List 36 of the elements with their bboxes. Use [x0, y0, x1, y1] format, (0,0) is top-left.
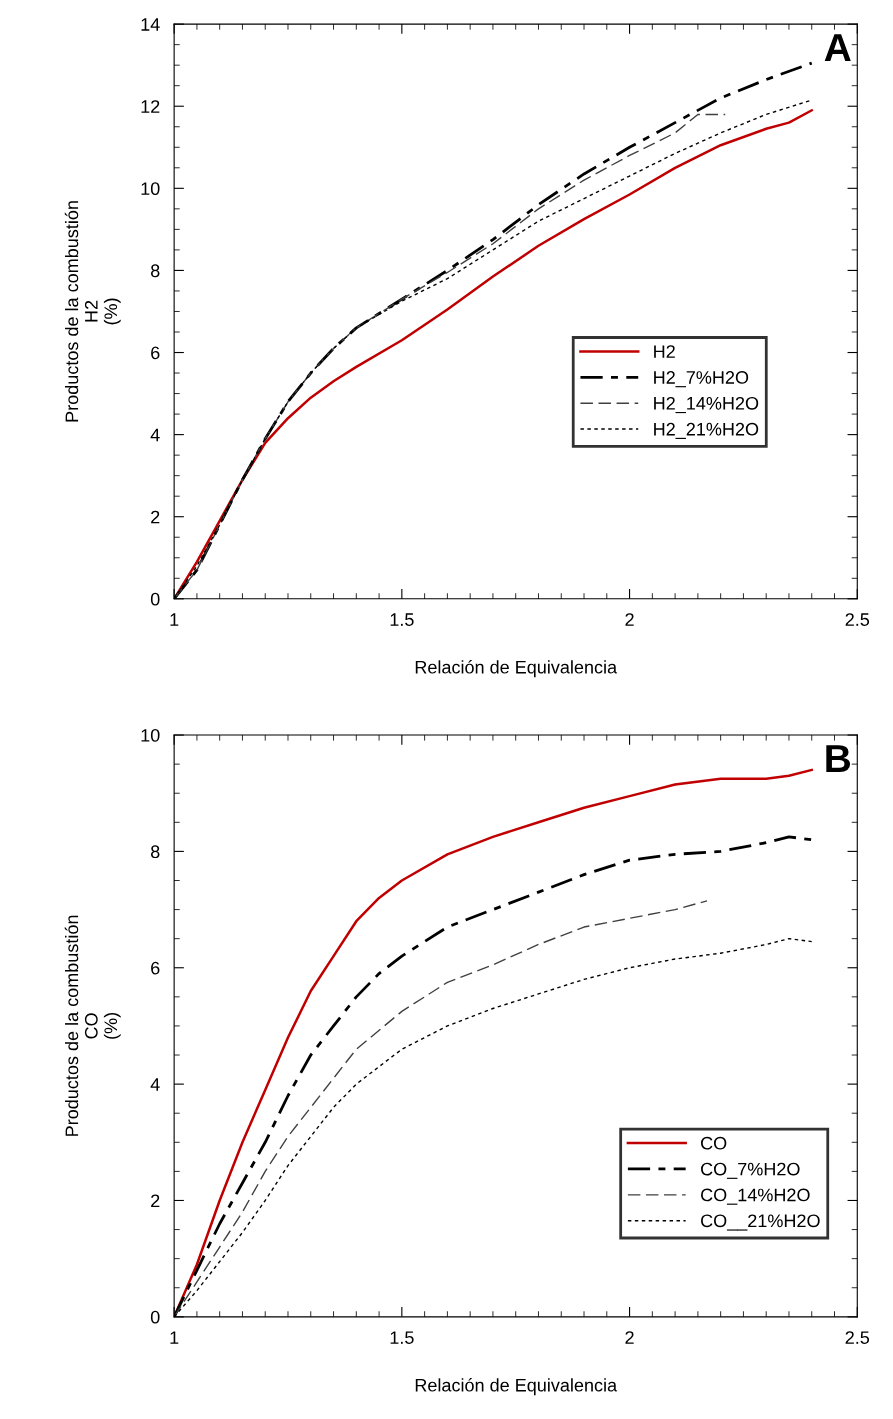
legend-label: H2_21%H2O	[654, 422, 759, 439]
y-tick-label: 14	[141, 18, 160, 31]
x-tick-label: 2.5	[845, 1331, 870, 1344]
annotation: A	[824, 34, 851, 61]
x-tick-label: 1.5	[390, 613, 414, 626]
x-axis-title: Relación de Equivalencia	[415, 1378, 618, 1396]
x-tick-label: 1.5	[390, 1331, 414, 1344]
y-tick-label: 12	[141, 100, 160, 113]
legend-label: CO_7%H2O	[701, 1162, 800, 1179]
y-tick-label: 10	[141, 728, 160, 742]
y-tick-label: 0	[150, 1310, 160, 1324]
y-tick-label: 2	[151, 510, 160, 524]
x-tick-label: 1	[170, 1331, 179, 1344]
y-axis-title: Productos de la combustión CO (%)	[64, 915, 121, 1136]
x-tick-label: 2	[625, 1331, 634, 1344]
y-tick-label: 2	[151, 1194, 160, 1208]
legend-label: H2_14%H2O	[654, 396, 759, 414]
x-tick-label: 1	[170, 613, 179, 626]
legend-label: H2	[654, 345, 675, 358]
legend-label: H2_7%H2O	[654, 371, 749, 388]
legend-label: CO_14%H2O	[701, 1188, 810, 1205]
y-tick-label: 10	[141, 182, 160, 196]
y-tick-label: 4	[150, 1078, 160, 1091]
annotation: B	[826, 745, 851, 772]
x-axis-title: Relación de Equivalencia	[415, 660, 618, 678]
y-tick-label: 8	[150, 845, 160, 859]
legend-label: CO	[701, 1136, 727, 1150]
y-tick-label: 0	[150, 592, 160, 606]
y-tick-label: 4	[150, 428, 160, 442]
y-tick-label: 8	[150, 264, 160, 278]
y-tick-label: 6	[151, 961, 160, 975]
x-tick-label: 2.5	[845, 613, 870, 626]
y-tick-label: 6	[151, 346, 160, 360]
legend-label: CO__21%H2O	[701, 1214, 820, 1231]
y-axis-title: Productos de la combustión H2 (%)	[64, 201, 121, 422]
x-tick-label: 2	[625, 613, 634, 626]
